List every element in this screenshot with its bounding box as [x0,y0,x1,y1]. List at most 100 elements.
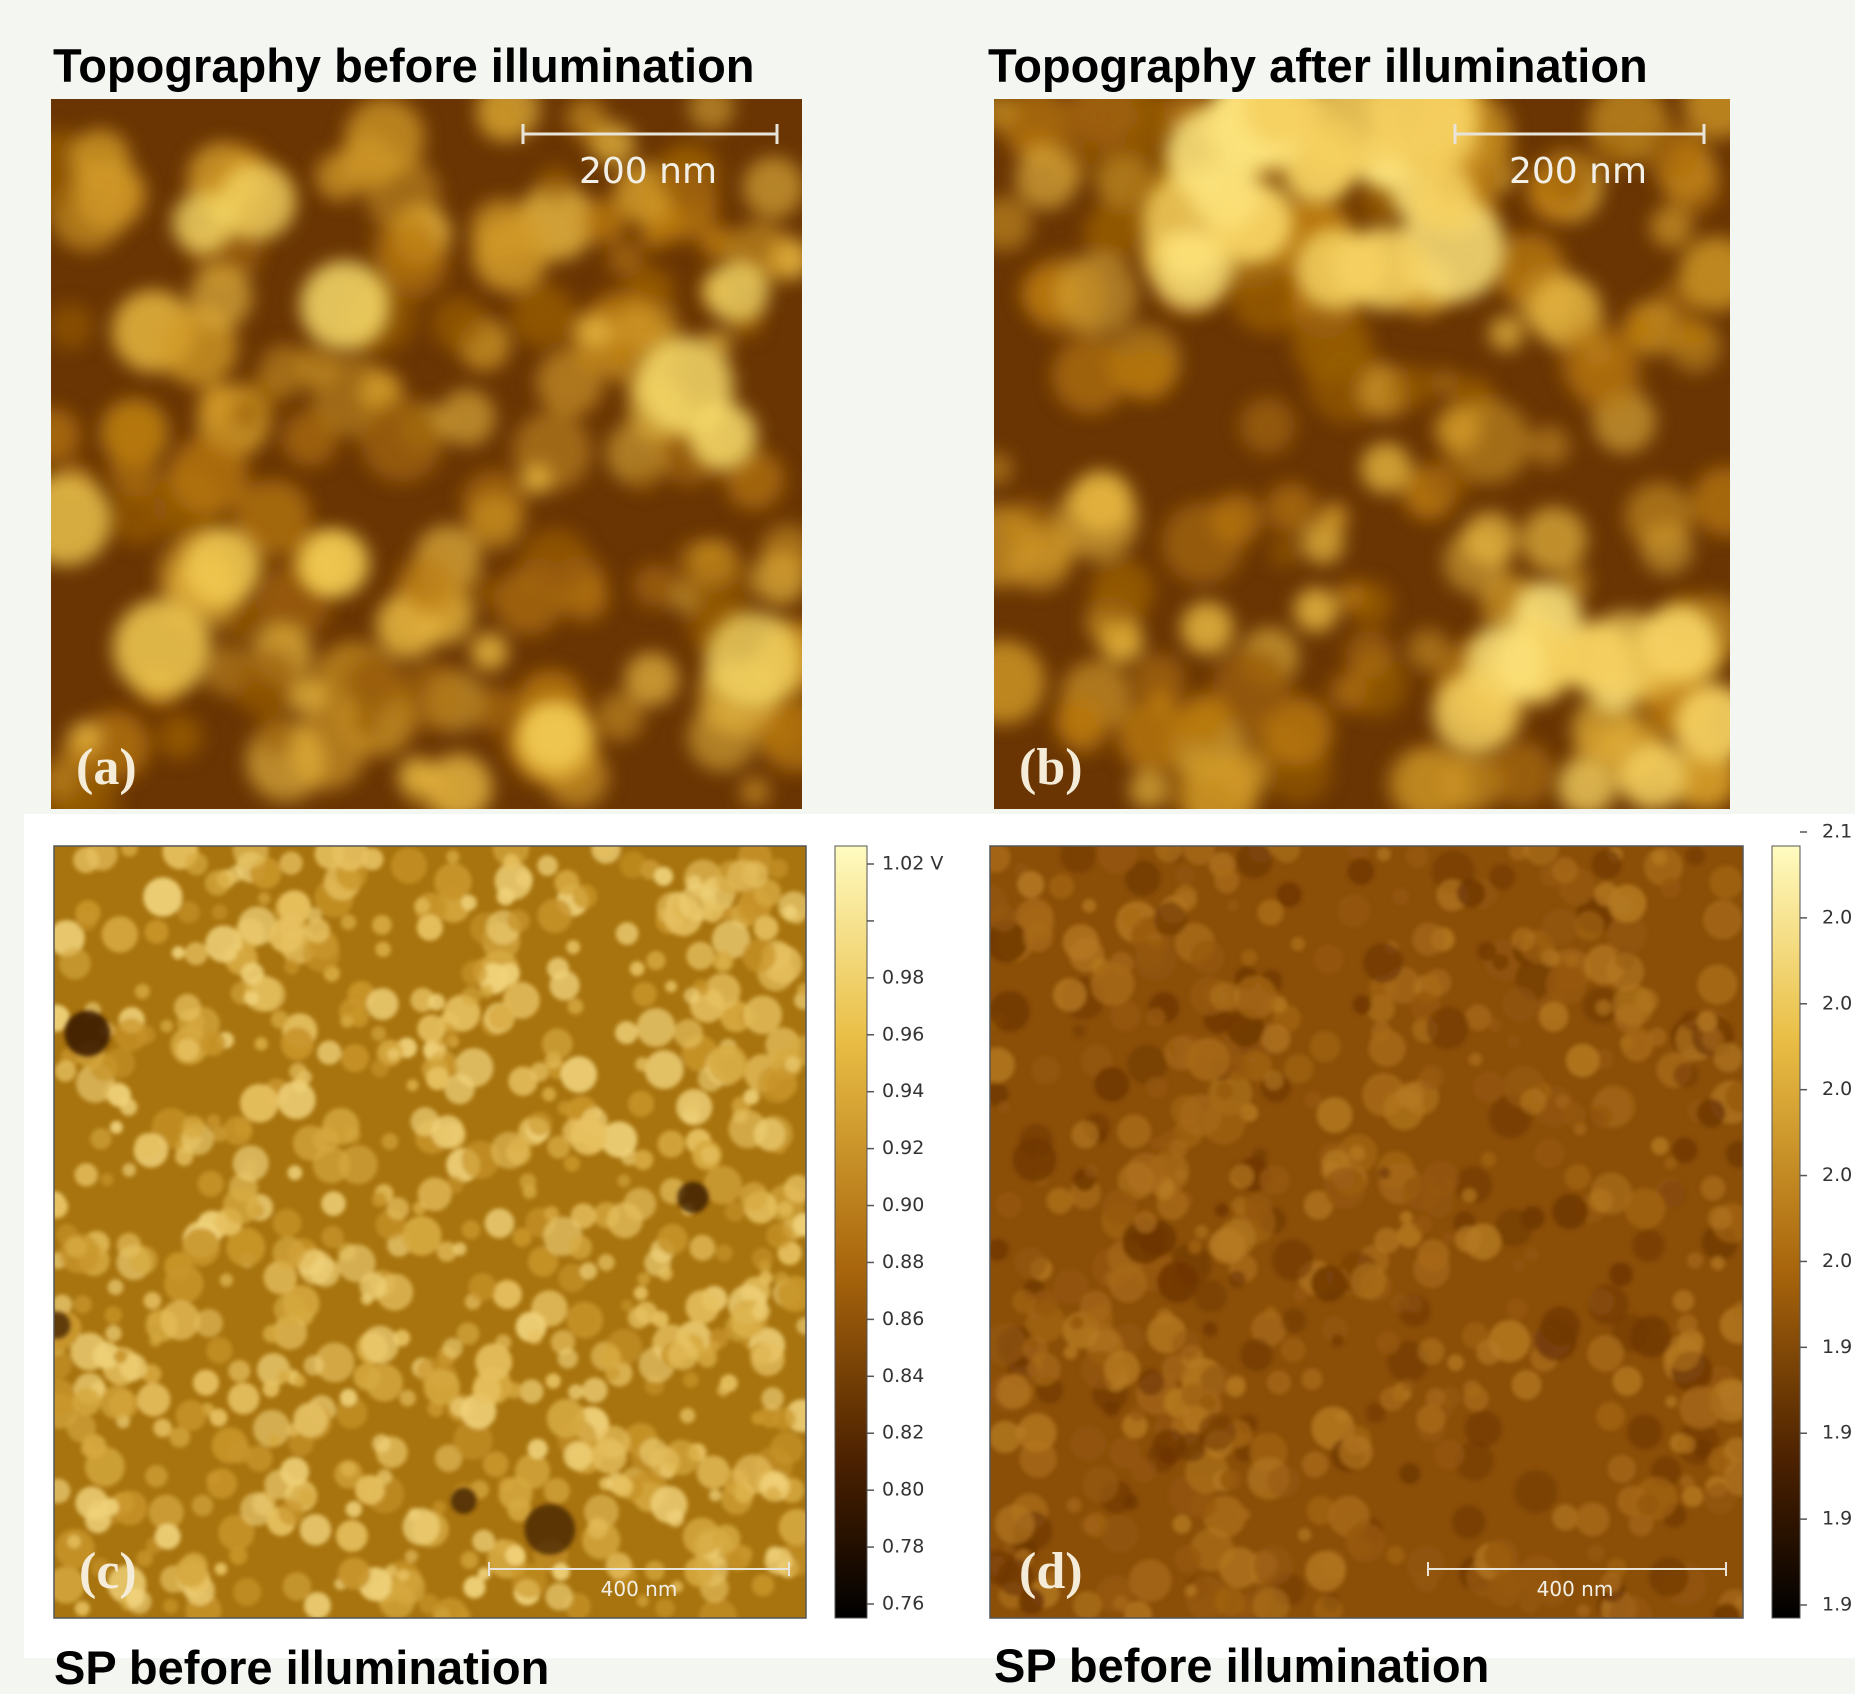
grain [417,914,443,940]
grain [1697,1099,1726,1128]
grain [1185,1585,1197,1597]
grain [1012,1290,1036,1314]
grain [1596,1402,1625,1431]
grain [1319,503,1348,532]
grain [996,1375,1030,1409]
grain [650,1486,687,1523]
grain [258,892,271,905]
colorbar-label: 0.84 [882,1365,924,1387]
grain [615,1021,638,1044]
grain [761,524,815,578]
grain [1419,1064,1444,1089]
grain [542,1087,556,1101]
grain [1172,1515,1191,1534]
grain [425,754,492,821]
scale-bar-label: 200 nm [1509,151,1647,192]
grain [1488,1320,1530,1362]
grain [145,920,169,944]
grain [1691,467,1761,537]
grain [279,852,302,875]
grain [453,1242,466,1255]
grain [298,1489,315,1506]
grain [300,261,390,351]
grain [1463,1386,1488,1411]
grain [547,1399,586,1438]
grain [1228,1271,1246,1289]
grain [655,1598,675,1618]
grain [1374,1228,1400,1254]
grain [1447,1354,1464,1371]
grain [463,1576,485,1598]
grain [462,1220,481,1239]
grain [754,916,779,941]
grain [497,887,515,905]
colorbar-label: 1.9 [1822,1422,1852,1444]
grain [1679,237,1753,311]
grain [633,564,677,608]
grain [206,1471,221,1486]
grain [1202,1101,1245,1144]
grain [1433,671,1517,755]
grain [366,988,398,1020]
grain [625,652,679,706]
grain [1651,850,1667,866]
grain [1612,985,1653,1026]
grain [1294,588,1338,632]
grain [1369,1030,1406,1067]
grain [1186,1038,1229,1081]
grain [1670,134,1708,172]
grain [767,1068,798,1099]
grain [461,895,477,911]
grain [1241,949,1257,965]
grain [507,910,530,933]
grain [654,867,673,886]
grain [108,1279,124,1295]
grain [176,1400,207,1431]
colorbar-label: 2.1 [1822,821,1852,843]
grain [740,777,770,807]
grain [164,1264,203,1303]
grain [1194,1280,1227,1313]
grain [702,901,723,922]
grain [110,1121,123,1134]
grain [528,1111,552,1135]
grain [207,1114,221,1128]
grain [272,1237,304,1269]
grain [1272,1239,1314,1281]
grain [105,1325,121,1341]
grain [1017,871,1044,898]
grain [753,1118,785,1150]
colorbar-label: 0.90 [882,1194,924,1216]
grain [365,1364,403,1402]
grain [406,1079,418,1091]
grain [580,1262,597,1279]
grain [538,898,573,933]
grain [1362,1073,1406,1117]
grain [391,848,427,884]
grain [70,129,130,189]
grain [499,1477,533,1511]
grain [1314,944,1344,974]
grain [321,1226,343,1248]
colorbar-label: 1.9 [1822,1508,1852,1530]
grain [1489,864,1515,890]
grain [1703,900,1742,939]
grain [85,1507,111,1533]
grain [372,1192,387,1207]
grain [1566,1044,1600,1078]
grain [418,1177,452,1211]
grain [100,1173,113,1186]
grain [1648,1027,1667,1046]
page: {"panels": [ {"title": "Topography befor… [0,0,1855,1694]
grain [1174,885,1198,909]
grain [1709,865,1743,899]
grain [20,474,112,566]
grain [1649,1557,1688,1596]
grain [206,1337,232,1363]
grain [1253,1545,1293,1585]
grain [1293,1287,1308,1302]
grain [283,1572,312,1601]
grain [1052,337,1128,413]
grain [200,1031,225,1056]
grain [1174,1546,1201,1573]
